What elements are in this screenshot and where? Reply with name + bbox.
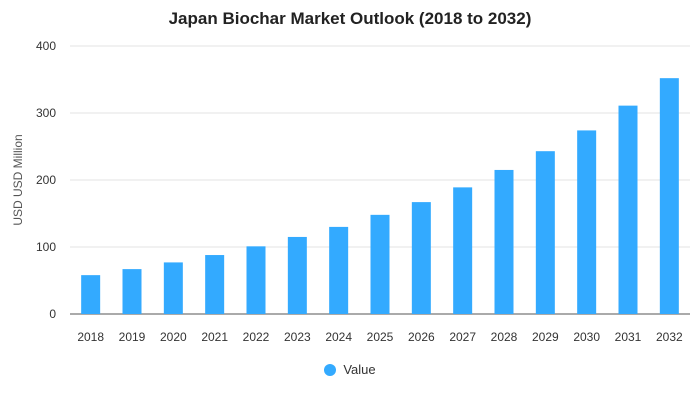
x-tick-label: 2032 (656, 330, 683, 344)
x-tick-label: 2028 (491, 330, 518, 344)
y-tick-label: 400 (36, 39, 56, 53)
x-tick-label: 2029 (532, 330, 559, 344)
x-tick-label: 2023 (284, 330, 311, 344)
x-tick-label: 2019 (119, 330, 146, 344)
bar-2019[interactable] (122, 269, 142, 314)
x-tick-label: 2022 (243, 330, 270, 344)
bar-2025[interactable] (370, 214, 390, 314)
bar-2023[interactable] (287, 236, 307, 314)
y-tick-label: 300 (36, 106, 56, 120)
bar-2024[interactable] (329, 226, 349, 314)
bar-2032[interactable] (659, 78, 679, 314)
y-axis-ticks: 0 100 200 300 400 (36, 39, 56, 321)
x-tick-label: 2021 (201, 330, 228, 344)
bar-2020[interactable] (163, 262, 183, 314)
bar-2026[interactable] (411, 202, 431, 314)
bar-2022[interactable] (246, 246, 266, 314)
legend-swatch-icon (324, 363, 337, 376)
bar-2031[interactable] (618, 105, 638, 314)
bars (81, 78, 679, 314)
x-tick-label: 2024 (325, 330, 352, 344)
bar-2030[interactable] (577, 130, 597, 314)
x-tick-label: 2018 (77, 330, 104, 344)
x-tick-label: 2027 (449, 330, 476, 344)
chart-title: Japan Biochar Market Outlook (2018 to 20… (168, 9, 532, 28)
x-axis-ticks: 2018 2019 2020 2021 2022 2023 2024 2025 2026 2027… (77, 330, 683, 344)
bar-2027[interactable] (453, 187, 473, 314)
x-tick-label: 2031 (615, 330, 642, 344)
x-tick-label: 2030 (573, 330, 600, 344)
x-tick-label: 2020 (160, 330, 187, 344)
y-tick-label: 0 (49, 307, 56, 321)
bar-2021[interactable] (205, 255, 225, 314)
y-axis-title: USD USD Million (11, 134, 25, 225)
bar-2028[interactable] (494, 169, 514, 314)
x-tick-label: 2025 (367, 330, 394, 344)
legend-label: Value (343, 362, 376, 377)
legend[interactable]: Value (0, 362, 700, 377)
y-tick-label: 200 (36, 173, 56, 187)
y-tick-label: 100 (36, 240, 56, 254)
bar-2018[interactable] (81, 275, 101, 314)
x-tick-label: 2026 (408, 330, 435, 344)
bar-2029[interactable] (535, 151, 555, 314)
